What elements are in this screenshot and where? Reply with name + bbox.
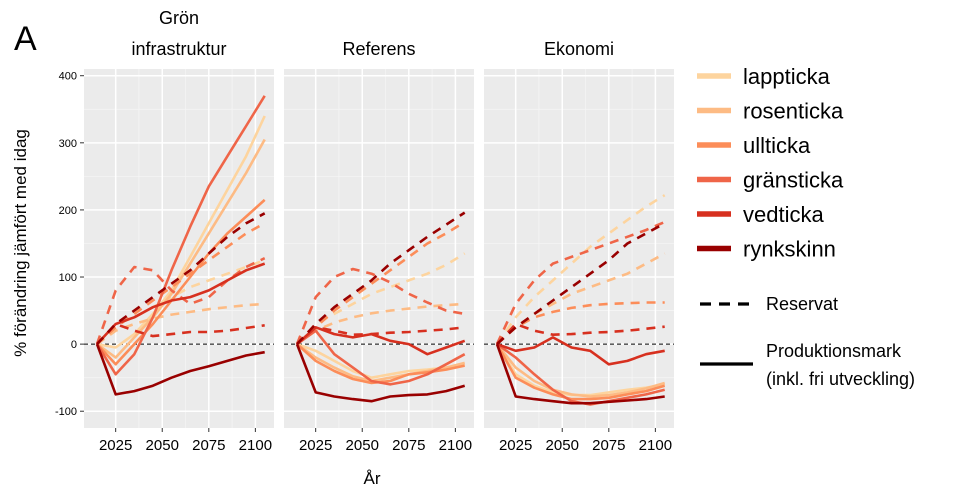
x-axis-label: År bbox=[364, 469, 381, 488]
series-line-rynkskinn-solid bbox=[495, 343, 665, 405]
panel-background bbox=[284, 69, 474, 428]
panel-letter: A bbox=[14, 20, 37, 58]
series-line-gränsticka-solid bbox=[95, 95, 266, 376]
legend-label-vedticka: vedticka bbox=[743, 202, 824, 227]
series-line-rosenticka-dashed bbox=[296, 302, 465, 346]
x-tick-label: 2075 bbox=[592, 437, 625, 454]
x-tick-label: 2100 bbox=[439, 437, 472, 454]
series-line-rosenticka-solid bbox=[495, 343, 666, 398]
facet-title-line1: Grön bbox=[159, 8, 199, 28]
series-line-vedticka-dashed bbox=[296, 325, 465, 346]
legend: lappticka rosenticka ullticka gränsticka ved… bbox=[697, 64, 915, 389]
x-tick-label: 2050 bbox=[146, 437, 179, 454]
legend-species: lappticka rosenticka ullticka gränsticka ved… bbox=[697, 64, 844, 262]
legend-dashed-label: Reservat bbox=[766, 294, 838, 314]
facet-title: Ekonomi bbox=[544, 39, 614, 59]
legend-label-gränsticka: gränsticka bbox=[743, 168, 844, 193]
facet-panel-1: Referens 2025 2050 2075 2100 bbox=[284, 39, 474, 454]
facet-panels: Grön infrastruktur 2025 2050 2075 2100 -100 0 10… bbox=[55, 8, 674, 454]
x-tick-label: 2100 bbox=[239, 437, 272, 454]
series-line-rynkskinn-dashed bbox=[496, 222, 666, 346]
x-tick-label: 2075 bbox=[392, 437, 425, 454]
series-line-vedticka-solid bbox=[296, 325, 466, 356]
series-line-rynkskinn-dashed bbox=[296, 211, 466, 345]
x-tick-label: 2025 bbox=[99, 437, 132, 454]
facet-panel-2: Ekonomi 2025 2050 2075 2100 bbox=[484, 39, 674, 454]
series-line-gränsticka-solid bbox=[296, 329, 466, 386]
legend-solid-label-line2: (inkl. fri utveckling) bbox=[766, 369, 915, 389]
series-line-rynkskinn-dashed bbox=[96, 212, 266, 345]
y-tick-label: 200 bbox=[59, 205, 77, 217]
legend-label-lappticka: lappticka bbox=[743, 64, 831, 89]
legend-label-rosenticka: rosenticka bbox=[743, 99, 844, 124]
series-line-ullticka-dashed bbox=[296, 220, 466, 346]
series-line-ullticka-solid bbox=[495, 343, 666, 401]
series-line-rosenticka-solid bbox=[96, 138, 266, 359]
series-line-vedticka-solid bbox=[496, 336, 665, 366]
x-tick-label: 2050 bbox=[546, 437, 579, 454]
series-line-lappticka-dashed bbox=[495, 194, 666, 345]
x-tick-label: 2100 bbox=[639, 437, 672, 454]
legend-label-ullticka: ullticka bbox=[743, 133, 811, 158]
series-line-lappticka-solid bbox=[96, 115, 266, 349]
y-tick-label: 300 bbox=[59, 138, 77, 150]
facet-panel-0: Grön infrastruktur 2025 2050 2075 2100 -100 0 10… bbox=[55, 8, 274, 454]
x-tick-label: 2050 bbox=[346, 437, 379, 454]
series-line-vedticka-dashed bbox=[96, 322, 265, 345]
y-tick-label: -100 bbox=[55, 406, 77, 418]
facet-title: infrastruktur bbox=[131, 39, 226, 59]
x-tick-label: 2025 bbox=[299, 437, 332, 454]
series-line-ullticka-solid bbox=[96, 198, 266, 366]
legend-label-rynkskinn: rynkskinn bbox=[743, 237, 836, 262]
y-axis-label: % förändring jämfört med idag bbox=[11, 129, 30, 357]
series-line-rynkskinn-solid bbox=[295, 343, 466, 403]
series-line-ullticka-dashed bbox=[496, 301, 665, 346]
y-tick-label: 400 bbox=[59, 71, 77, 83]
facet-title: Referens bbox=[342, 39, 415, 59]
series-line-gränsticka-dashed bbox=[495, 220, 666, 345]
series-line-gränsticka-dashed bbox=[95, 257, 266, 345]
series-line-vedticka-solid bbox=[96, 262, 266, 345]
x-tick-label: 2025 bbox=[499, 437, 532, 454]
series-line-rynkskinn-solid bbox=[95, 343, 265, 396]
series-line-gränsticka-dashed bbox=[295, 267, 465, 345]
y-tick-label: 0 bbox=[71, 339, 77, 351]
y-tick-label: 100 bbox=[59, 272, 77, 284]
legend-solid-label-line1: Produktionsmark bbox=[766, 341, 902, 361]
series-line-vedticka-dashed bbox=[496, 322, 665, 345]
x-tick-label: 2075 bbox=[192, 437, 225, 454]
